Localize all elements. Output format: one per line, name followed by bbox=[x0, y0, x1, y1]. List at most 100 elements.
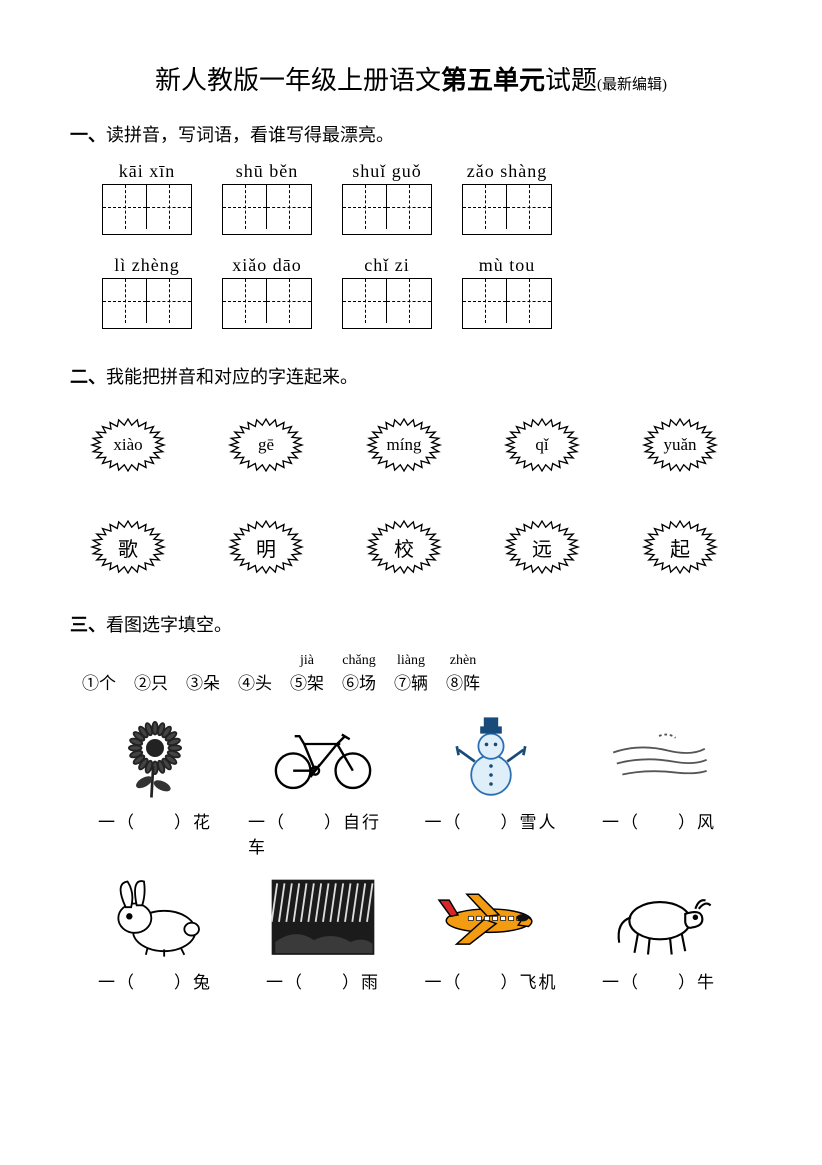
page-title: 新人教版一年级上册语文第五单元试题(最新编辑) bbox=[70, 60, 752, 97]
starburst-label: 歌 bbox=[118, 533, 138, 562]
measure-char: ②只 bbox=[134, 669, 168, 694]
picture-cell: 一（ ）兔 bbox=[80, 872, 230, 993]
title-suffix: (最新编辑) bbox=[597, 77, 667, 93]
measure-option: zhèn⑧阵 bbox=[446, 653, 480, 694]
measure-char: ①个 bbox=[82, 669, 116, 694]
starburst-item: xiào bbox=[70, 407, 186, 483]
picture-caption: 一（ ）风 bbox=[602, 808, 716, 833]
starburst-label: 明 bbox=[256, 533, 276, 562]
pinyin-group: shuǐ guǒ bbox=[342, 161, 432, 235]
plane-icon bbox=[436, 872, 546, 962]
picture-caption: 一（ ）兔 bbox=[98, 968, 212, 993]
tianzige-box bbox=[222, 278, 312, 329]
picture-caption: 一（ ）花 bbox=[98, 808, 212, 833]
picture-row-1: 一（ ）花 一（ ）自行车 一（ ）雪人 一（ ）风 bbox=[80, 712, 752, 858]
measure-option: chǎng⑥场 bbox=[342, 653, 376, 694]
picture-cell: 一（ ）自行车 bbox=[248, 712, 398, 858]
starburst-label: qǐ bbox=[535, 435, 548, 455]
measure-option: ④头 bbox=[238, 653, 272, 694]
title-part3: 试题 bbox=[545, 66, 597, 95]
starburst-label: gē bbox=[258, 435, 274, 455]
starburst-row-chars: 歌明校远起 bbox=[70, 509, 752, 585]
picture-cell: 一（ ）雨 bbox=[248, 872, 398, 993]
starburst-label: yuǎn bbox=[663, 435, 696, 455]
starburst-label: 校 bbox=[394, 533, 414, 562]
picture-cell: 一（ ）飞机 bbox=[416, 872, 566, 993]
pinyin-label: lì zhèng bbox=[114, 255, 179, 276]
pinyin-label: kāi xīn bbox=[119, 161, 176, 182]
measure-ruby: liàng bbox=[397, 653, 425, 669]
picture-cell: 一（ ）雪人 bbox=[416, 712, 566, 858]
measure-ruby: chǎng bbox=[342, 653, 375, 669]
tianzige-box bbox=[462, 184, 552, 235]
pinyin-group: lì zhèng bbox=[102, 255, 192, 329]
picture-cell: 一（ ）牛 bbox=[584, 872, 734, 993]
starburst-item: míng bbox=[346, 407, 462, 483]
starburst-label: míng bbox=[387, 435, 422, 455]
pinyin-label: shuǐ guǒ bbox=[352, 161, 422, 182]
measure-char: ⑧阵 bbox=[446, 669, 480, 694]
starburst-item: 起 bbox=[622, 509, 738, 585]
section2-text: 我能把拼音和对应的字连起来。 bbox=[106, 367, 358, 387]
title-bold: 第五单元 bbox=[441, 65, 545, 95]
measure-char: ⑦辆 bbox=[394, 669, 428, 694]
picture-cell: 一（ ）花 bbox=[80, 712, 230, 858]
pinyin-group: mù tou bbox=[462, 255, 552, 329]
snowman-icon bbox=[436, 712, 546, 802]
picture-row-2: 一（ ）兔 一（ ）雨 一（ ）飞机 一（ ）牛 bbox=[80, 872, 752, 993]
measure-option: liàng⑦辆 bbox=[394, 653, 428, 694]
starburst-item: yuǎn bbox=[622, 407, 738, 483]
picture-caption: 一（ ）雨 bbox=[266, 968, 380, 993]
tianzige-box bbox=[342, 184, 432, 235]
pinyin-label: shū běn bbox=[236, 161, 299, 182]
starburst-item: qǐ bbox=[484, 407, 600, 483]
section1-heading: 一、读拼音，写词语，看谁写得最漂亮。 bbox=[70, 121, 752, 147]
measure-char: ⑤架 bbox=[290, 669, 324, 694]
starburst-item: 明 bbox=[208, 509, 324, 585]
picture-caption: 一（ ）雪人 bbox=[425, 808, 558, 833]
pinyin-group: kāi xīn bbox=[102, 161, 192, 235]
section3-num: 三、 bbox=[70, 615, 106, 635]
pinyin-label: mù tou bbox=[479, 255, 536, 276]
cow-icon bbox=[604, 872, 714, 962]
pinyin-group: shū běn bbox=[222, 161, 312, 235]
measure-option: ③朵 bbox=[186, 653, 220, 694]
pinyin-row-1: kāi xīn shū běn shuǐ guǒ zǎo shàng bbox=[102, 161, 752, 235]
measure-ruby: jià bbox=[300, 653, 314, 669]
section1-text: 读拼音，写词语，看谁写得最漂亮。 bbox=[106, 125, 394, 145]
title-part1: 新人教版一年级上册语文 bbox=[155, 66, 441, 95]
section3-heading: 三、看图选字填空。 bbox=[70, 611, 752, 637]
starburst-label: xiào bbox=[113, 435, 142, 455]
tianzige-box bbox=[102, 278, 192, 329]
starburst-item: 歌 bbox=[70, 509, 186, 585]
pinyin-label: chǐ zi bbox=[364, 255, 409, 276]
starburst-item: 远 bbox=[484, 509, 600, 585]
section3-text: 看图选字填空。 bbox=[106, 615, 232, 635]
wind-icon bbox=[604, 712, 714, 802]
section2-num: 二、 bbox=[70, 367, 106, 387]
measure-options: ①个 ②只 ③朵 ④头 jià⑤架 chǎng⑥场 liàng⑦辆 zhèn⑧阵 bbox=[82, 653, 752, 694]
tianzige-box bbox=[222, 184, 312, 235]
section1-num: 一、 bbox=[70, 125, 106, 145]
rain-icon bbox=[268, 872, 378, 962]
section1-body: kāi xīn shū běn shuǐ guǒ zǎo shàng lì zhèng… bbox=[102, 161, 752, 329]
pinyin-label: zǎo shàng bbox=[467, 161, 547, 182]
picture-cell: 一（ ）风 bbox=[584, 712, 734, 858]
starburst-label: 远 bbox=[532, 533, 552, 562]
tianzige-box bbox=[102, 184, 192, 235]
bike-icon bbox=[268, 712, 378, 802]
flower-icon bbox=[100, 712, 210, 802]
tianzige-box bbox=[342, 278, 432, 329]
picture-caption: 一（ ）飞机 bbox=[425, 968, 558, 993]
pinyin-group: zǎo shàng bbox=[462, 161, 552, 235]
pinyin-label: xiǎo dāo bbox=[232, 255, 301, 276]
starburst-label: 起 bbox=[670, 533, 690, 562]
starburst-row-pinyin: xiào gē míng qǐ yuǎn bbox=[70, 407, 752, 483]
rabbit-icon bbox=[100, 872, 210, 962]
measure-option: ①个 bbox=[82, 653, 116, 694]
measure-option: jià⑤架 bbox=[290, 653, 324, 694]
pinyin-group: chǐ zi bbox=[342, 255, 432, 329]
picture-caption: 一（ ）自行车 bbox=[248, 808, 398, 858]
tianzige-box bbox=[462, 278, 552, 329]
pinyin-group: xiǎo dāo bbox=[222, 255, 312, 329]
